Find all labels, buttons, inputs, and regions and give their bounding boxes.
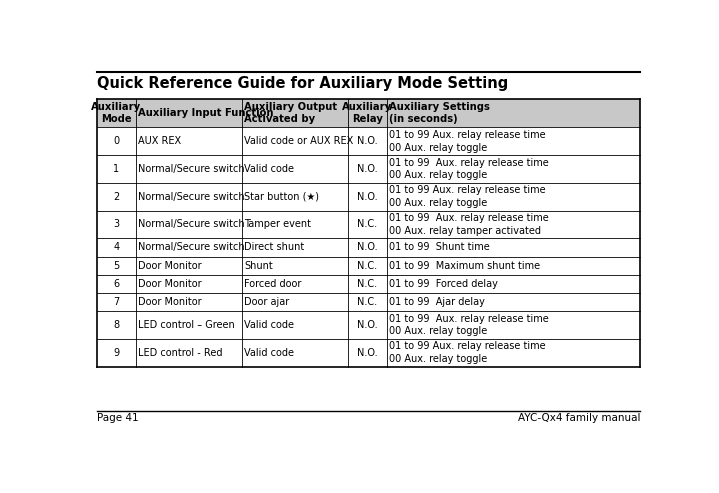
Text: 01 to 99  Aux. relay release time
00 Aux. relay tamper activated: 01 to 99 Aux. relay release time 00 Aux.… (389, 213, 549, 236)
Text: 0: 0 (113, 137, 119, 146)
Text: 3: 3 (113, 219, 119, 229)
Text: Star button (★): Star button (★) (244, 192, 319, 202)
Text: Normal/Secure switch: Normal/Secure switch (138, 164, 244, 174)
Text: AUX REX: AUX REX (138, 137, 181, 146)
Bar (96, 128, 641, 155)
Text: 4: 4 (113, 243, 119, 252)
Text: Door Monitor: Door Monitor (138, 261, 201, 271)
Bar (96, 311, 641, 339)
Text: N.O.: N.O. (357, 192, 377, 202)
Text: N.C.: N.C. (357, 219, 377, 229)
Text: Page 41: Page 41 (96, 413, 138, 423)
Text: 6: 6 (113, 279, 119, 289)
Text: 8: 8 (113, 320, 119, 330)
Text: Auxiliary Output
Activated by: Auxiliary Output Activated by (244, 102, 337, 124)
Text: LED control – Green: LED control – Green (138, 320, 234, 330)
Text: 01 to 99  Maximum shunt time: 01 to 99 Maximum shunt time (389, 261, 541, 271)
Text: 2: 2 (113, 192, 119, 202)
Text: Quick Reference Guide for Auxiliary Mode Setting: Quick Reference Guide for Auxiliary Mode… (96, 76, 508, 91)
Text: 01 to 99 Aux. relay release time
00 Aux. relay toggle: 01 to 99 Aux. relay release time 00 Aux.… (389, 341, 546, 364)
Text: Auxiliary
Relay: Auxiliary Relay (342, 102, 393, 124)
Text: 01 to 99  Forced delay: 01 to 99 Forced delay (389, 279, 498, 289)
Text: 1: 1 (113, 164, 119, 174)
Text: 5: 5 (113, 261, 119, 271)
Text: Door Monitor: Door Monitor (138, 297, 201, 307)
Bar (96, 275, 641, 293)
Text: Valid code: Valid code (244, 164, 294, 174)
Text: Valid code: Valid code (244, 348, 294, 358)
Text: N.O.: N.O. (357, 137, 377, 146)
Text: 7: 7 (113, 297, 119, 307)
Bar (96, 211, 641, 238)
Bar (96, 256, 641, 275)
Text: Auxiliary Settings
(in seconds): Auxiliary Settings (in seconds) (389, 102, 490, 124)
Text: AYC-Qx4 family manual: AYC-Qx4 family manual (518, 413, 641, 423)
Text: 01 to 99  Aux. relay release time
00 Aux. relay toggle: 01 to 99 Aux. relay release time 00 Aux.… (389, 158, 549, 180)
Text: 01 to 99  Shunt time: 01 to 99 Shunt time (389, 243, 490, 252)
Text: Shunt: Shunt (244, 261, 273, 271)
Text: N.O.: N.O. (357, 348, 377, 358)
Text: Normal/Secure switch: Normal/Secure switch (138, 192, 244, 202)
Text: Normal/Secure switch: Normal/Secure switch (138, 219, 244, 229)
Text: LED control - Red: LED control - Red (138, 348, 222, 358)
Bar (96, 155, 641, 183)
Text: 01 to 99  Ajar delay: 01 to 99 Ajar delay (389, 297, 485, 307)
Text: 01 to 99 Aux. relay release time
00 Aux. relay toggle: 01 to 99 Aux. relay release time 00 Aux.… (389, 185, 546, 208)
Text: Auxiliary
Mode: Auxiliary Mode (91, 102, 141, 124)
Text: Valid code: Valid code (244, 320, 294, 330)
Text: Auxiliary Input Function: Auxiliary Input Function (138, 108, 273, 118)
Bar (96, 293, 641, 311)
Bar (96, 183, 641, 211)
Bar (96, 238, 641, 256)
Text: N.C.: N.C. (357, 261, 377, 271)
Text: N.O.: N.O. (357, 320, 377, 330)
Text: Tamper event: Tamper event (244, 219, 311, 229)
Text: 01 to 99 Aux. relay release time
00 Aux. relay toggle: 01 to 99 Aux. relay release time 00 Aux.… (389, 130, 546, 153)
Text: Door ajar: Door ajar (244, 297, 289, 307)
Text: Valid code or AUX REX: Valid code or AUX REX (244, 137, 353, 146)
Bar (96, 99, 641, 128)
Text: Forced door: Forced door (244, 279, 301, 289)
Text: N.O.: N.O. (357, 164, 377, 174)
Bar (96, 339, 641, 367)
Text: 9: 9 (113, 348, 119, 358)
Text: N.C.: N.C. (357, 297, 377, 307)
Text: N.O.: N.O. (357, 243, 377, 252)
Text: Direct shunt: Direct shunt (244, 243, 304, 252)
Text: N.C.: N.C. (357, 279, 377, 289)
Text: 01 to 99  Aux. relay release time
00 Aux. relay toggle: 01 to 99 Aux. relay release time 00 Aux.… (389, 314, 549, 337)
Text: Normal/Secure switch: Normal/Secure switch (138, 243, 244, 252)
Text: Door Monitor: Door Monitor (138, 279, 201, 289)
